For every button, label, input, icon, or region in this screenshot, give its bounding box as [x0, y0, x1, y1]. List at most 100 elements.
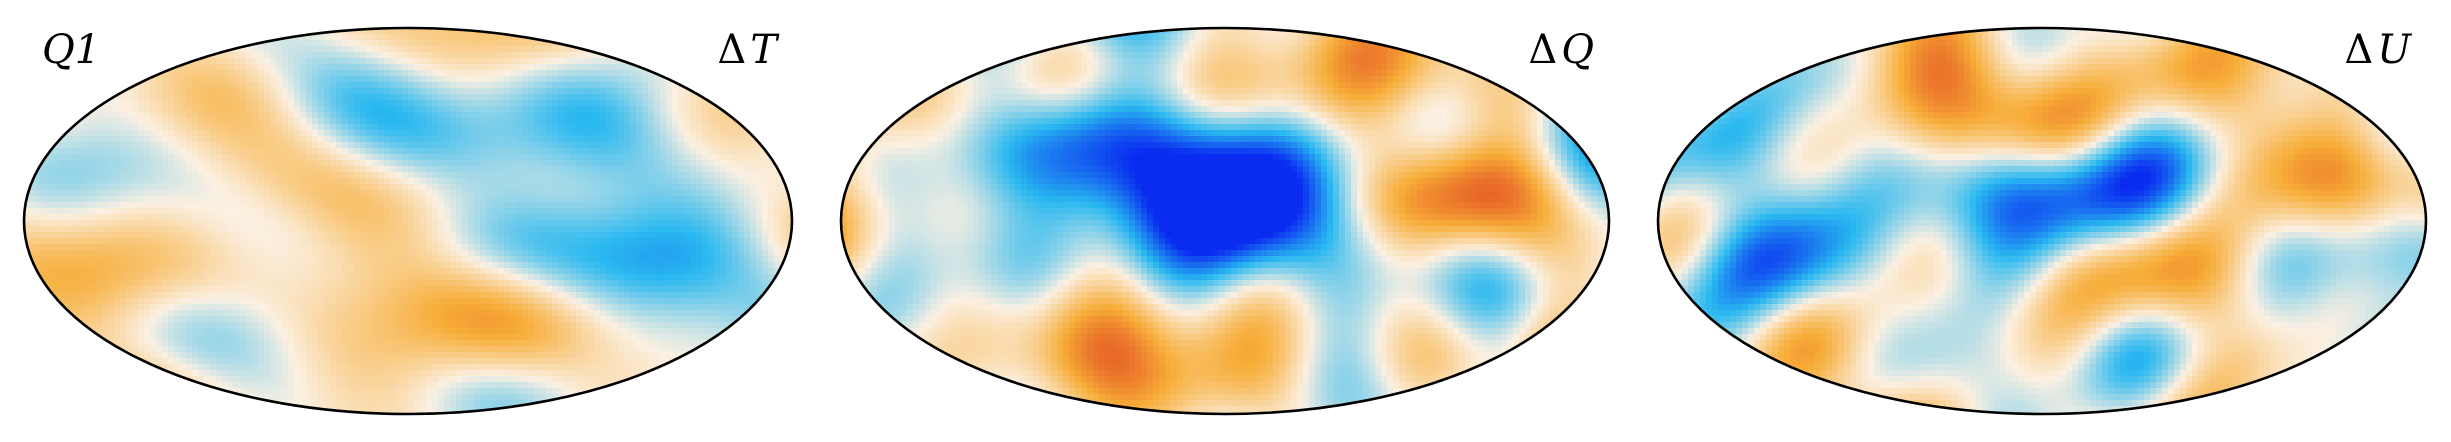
- field-pixel: [240, 88, 247, 95]
- field-pixel: [768, 76, 775, 83]
- field-pixel: [186, 166, 193, 173]
- field-pixel: [636, 130, 643, 137]
- field-pixel: [252, 100, 259, 107]
- field-pixel: [648, 172, 655, 179]
- field-pixel: [312, 178, 319, 185]
- field-pixel: [720, 136, 727, 143]
- field-pixel: [762, 226, 769, 233]
- field-pixel: [444, 124, 451, 131]
- field-pixel: [366, 64, 373, 71]
- field-pixel: [216, 118, 223, 125]
- field-pixel: [138, 226, 145, 233]
- field-pixel: [582, 142, 589, 149]
- field-pixel: [672, 124, 679, 131]
- field-pixel: [156, 82, 163, 89]
- field-pixel: [624, 82, 631, 89]
- field-pixel: [420, 40, 427, 47]
- field-pixel: [168, 256, 175, 263]
- field-pixel: [120, 226, 127, 233]
- field-pixel: [282, 250, 289, 257]
- field-pixel: [732, 172, 739, 179]
- field-pixel: [288, 142, 295, 149]
- field-pixel: [384, 250, 391, 257]
- field-pixel: [168, 118, 175, 125]
- field-pixel: [234, 232, 241, 239]
- field-pixel: [498, 148, 505, 155]
- field-pixel: [120, 160, 127, 167]
- field-pixel: [36, 154, 43, 161]
- field-pixel: [162, 58, 169, 65]
- field-pixel: [624, 190, 631, 197]
- field-pixel: [684, 94, 691, 101]
- field-pixel: [636, 184, 643, 191]
- field-pixel: [150, 34, 157, 41]
- field-pixel: [594, 220, 601, 227]
- field-pixel: [450, 232, 457, 239]
- field-pixel: [378, 94, 385, 101]
- field-pixel: [90, 220, 97, 227]
- field-pixel: [96, 106, 103, 113]
- field-pixel: [198, 82, 205, 89]
- field-pixel: [366, 220, 373, 227]
- field-pixel: [450, 214, 457, 221]
- field-pixel: [282, 112, 289, 119]
- field-pixel: [414, 232, 421, 239]
- field-pixel: [228, 214, 235, 221]
- field-pixel: [216, 76, 223, 83]
- field-pixel: [204, 238, 211, 245]
- field-pixel: [666, 196, 673, 203]
- field-pixel: [666, 202, 673, 209]
- field-pixel: [528, 142, 535, 149]
- field-pixel: [378, 46, 385, 53]
- field-pixel: [666, 94, 673, 101]
- field-pixel: [78, 196, 85, 203]
- field-pixel: [600, 154, 607, 161]
- field-pixel: [666, 178, 673, 185]
- field-pixel: [306, 190, 313, 197]
- field-pixel: [402, 184, 409, 191]
- field-pixel: [402, 220, 409, 227]
- field-pixel: [546, 106, 553, 113]
- field-pixel: [294, 82, 301, 89]
- field-pixel: [774, 250, 781, 257]
- field-pixel: [690, 130, 697, 137]
- field-pixel: [384, 208, 391, 215]
- field-pixel: [498, 172, 505, 179]
- field-pixel: [132, 64, 139, 71]
- field-pixel: [54, 124, 61, 131]
- field-pixel: [618, 160, 625, 167]
- field-pixel: [156, 88, 163, 95]
- field-pixel: [432, 178, 439, 185]
- field-pixel: [786, 58, 792, 65]
- field-pixel: [222, 40, 229, 47]
- field-pixel: [276, 130, 283, 137]
- field-pixel: [600, 40, 607, 47]
- field-pixel: [498, 256, 505, 263]
- field-pixel: [312, 190, 319, 197]
- field-pixel: [210, 58, 217, 65]
- field-pixel: [138, 34, 145, 41]
- field-pixel: [318, 244, 325, 251]
- field-pixel: [726, 190, 733, 197]
- field-pixel: [492, 70, 499, 77]
- field-pixel: [666, 256, 673, 263]
- field-pixel: [48, 208, 55, 215]
- field-pixel: [288, 124, 295, 131]
- field-pixel: [612, 244, 619, 251]
- field-pixel: [420, 220, 427, 227]
- field-pixel: [216, 88, 223, 95]
- field-pixel: [588, 190, 595, 197]
- field-pixel: [552, 178, 559, 185]
- field-pixel: [564, 88, 571, 95]
- field-pixel: [60, 88, 67, 95]
- field-pixel: [222, 76, 229, 83]
- field-pixel: [366, 76, 373, 83]
- field-pixel: [468, 88, 475, 95]
- field-pixel: [306, 184, 313, 191]
- field-pixel: [192, 112, 199, 119]
- field-pixel: [672, 118, 679, 125]
- field-pixel: [180, 76, 187, 83]
- field-pixel: [456, 70, 463, 77]
- field-pixel: [402, 106, 409, 113]
- field-pixel: [684, 184, 691, 191]
